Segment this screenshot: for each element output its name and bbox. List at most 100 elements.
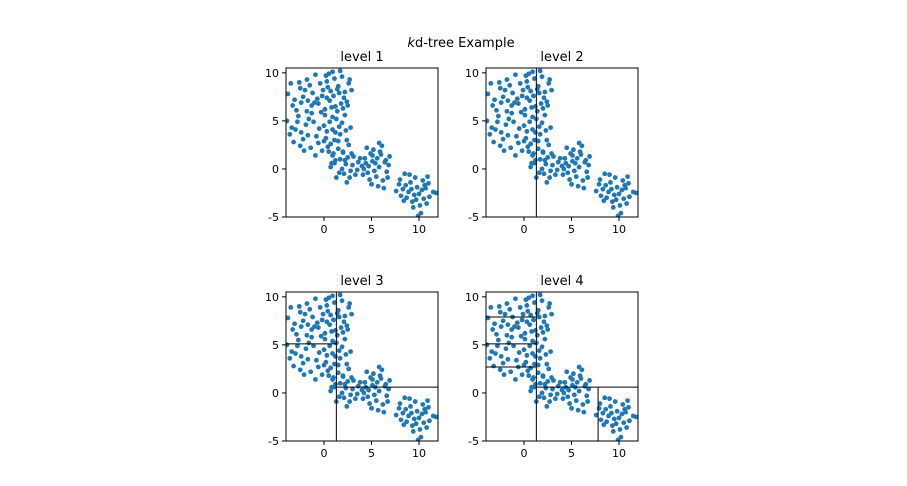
scatter-point (296, 304, 302, 309)
scatter-point (612, 175, 618, 180)
scatter-point (340, 149, 346, 155)
scatter-point (381, 185, 387, 191)
scatter-point (557, 379, 563, 385)
scatter-point (525, 308, 531, 314)
scatter-point (586, 162, 591, 168)
scatter-point (615, 437, 621, 441)
scatter-point (524, 319, 530, 325)
scatter-point (334, 86, 340, 92)
scatter-point (316, 126, 322, 131)
scatter-point (342, 157, 348, 163)
y-tick-label: 0 (472, 163, 479, 176)
scatter-point (339, 344, 345, 350)
x-tick-label: 5 (568, 223, 575, 236)
y-tick-label: 0 (272, 387, 279, 400)
scatter-point (565, 170, 571, 176)
scatter-point (369, 405, 374, 411)
scatter-point (345, 327, 351, 332)
scatter-point (344, 323, 350, 329)
scatter-point (302, 311, 308, 317)
scatter-point (548, 168, 553, 174)
scatter-point (584, 393, 590, 399)
scatter-point (313, 296, 318, 302)
scatter-point (524, 353, 530, 358)
scatter-point (524, 303, 530, 308)
scatter-point (602, 395, 608, 401)
scatter-point (495, 343, 500, 349)
scatter-point (294, 331, 299, 337)
scatter-point (619, 187, 625, 193)
scatter-point (502, 87, 508, 93)
scatter-point (327, 343, 333, 349)
scatter-point (522, 112, 528, 118)
scatter-point (328, 164, 334, 170)
scatter-point (426, 180, 431, 186)
scatter-point (542, 89, 548, 95)
scatter-point (607, 396, 612, 402)
scatter-point (332, 76, 337, 81)
scatter-point (540, 149, 546, 155)
scatter-point (332, 361, 337, 367)
scatter-point (332, 160, 337, 166)
scatter-point (547, 77, 553, 82)
scatter-point (348, 392, 353, 398)
scatter-point (505, 356, 511, 362)
x-tick-label: 10 (612, 223, 626, 236)
scatter-point (566, 163, 572, 169)
scatter-point (357, 155, 363, 161)
scatter-point (300, 318, 306, 324)
scatter-point (624, 425, 629, 430)
scatter-point (625, 174, 630, 180)
scatter-point (570, 153, 575, 158)
scatter-point (344, 179, 350, 185)
scatter-point (500, 360, 506, 366)
scatter-point (295, 113, 301, 119)
scatter-point (530, 69, 535, 75)
scatter-point (600, 410, 606, 416)
scatter-point (302, 87, 308, 93)
scatter-point (349, 311, 354, 317)
scatter-point (539, 298, 545, 304)
scatter-point (504, 108, 510, 114)
scatter-point (544, 137, 550, 143)
scatter-point (490, 103, 496, 108)
scatter-point (386, 386, 391, 392)
scatter-point (371, 371, 376, 377)
scatter-point (352, 396, 358, 402)
scatter-point (303, 346, 309, 352)
scatter-point (532, 137, 537, 143)
scatter-point (382, 159, 388, 165)
scatter-point (609, 186, 614, 192)
scatter-point (287, 131, 293, 137)
scatter-point (415, 213, 421, 217)
scatter-point (324, 95, 330, 101)
scatter-point (616, 191, 622, 197)
scatter-point (382, 383, 388, 389)
scatter-point (519, 93, 525, 99)
scatter-point (575, 183, 581, 189)
scatter-point (419, 411, 425, 417)
scatter-point (487, 355, 493, 361)
scatter-point (300, 94, 306, 100)
scatter-point (408, 403, 413, 409)
scatter-point (361, 390, 367, 396)
scatter-point (617, 203, 623, 208)
partition-lines (486, 292, 638, 441)
scatter-point (537, 156, 543, 162)
scatter-point (528, 164, 534, 170)
scatter-point (517, 80, 523, 86)
scatter-point (314, 133, 319, 139)
x-tick-label: 0 (521, 447, 528, 460)
scatter-point (330, 153, 335, 158)
scatter-point (371, 392, 377, 398)
scatter-point (324, 129, 330, 134)
scatter-point (342, 112, 348, 118)
scatter-point (519, 148, 525, 154)
scatter-point (427, 194, 432, 200)
scatter-point (525, 144, 531, 150)
scatter-point (621, 196, 627, 202)
scatter-point (426, 404, 431, 410)
y-tick-label: 10 (265, 67, 279, 80)
scatter-point (329, 329, 334, 334)
y-tick-label: -5 (268, 211, 279, 224)
